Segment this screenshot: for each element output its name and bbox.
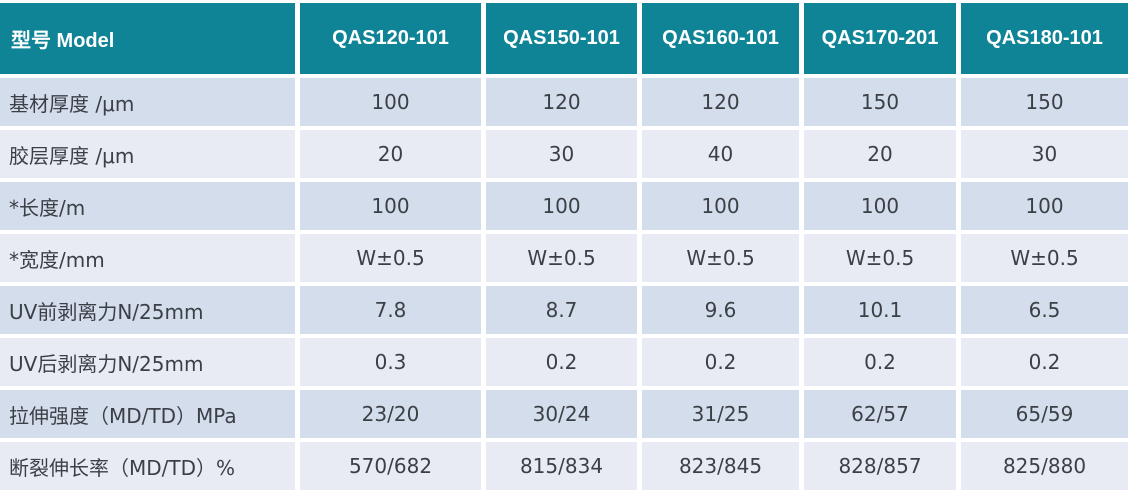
cell-value: 150 [961, 78, 1128, 126]
cell-value: 100 [804, 182, 956, 230]
cell-value: 6.5 [961, 286, 1128, 334]
cell-value: 825/880 [961, 442, 1128, 490]
cell-value: 120 [486, 78, 637, 126]
row-label-elongation-at-break: 断裂伸长率（MD/TD）% [0, 442, 295, 490]
cell-value: 62/57 [804, 390, 956, 438]
cell-value: 20 [804, 130, 956, 178]
cell-value: 9.6 [642, 286, 799, 334]
cell-value: 10.1 [804, 286, 956, 334]
cell-value: W±0.5 [961, 234, 1128, 282]
cell-value: 7.8 [300, 286, 481, 334]
cell-value: 120 [642, 78, 799, 126]
cell-value: 100 [300, 182, 481, 230]
header-col-qas180: QAS180-101 [961, 3, 1128, 74]
cell-value: 570/682 [300, 442, 481, 490]
cell-value: 31/25 [642, 390, 799, 438]
cell-value: 0.2 [804, 338, 956, 386]
row-label-tensile-strength: 拉伸强度（MD/TD）MPa [0, 390, 295, 438]
row-label-length: *长度/m [0, 182, 295, 230]
cell-value: 23/20 [300, 390, 481, 438]
cell-value: 30/24 [486, 390, 637, 438]
cell-value: 0.3 [300, 338, 481, 386]
header-col-qas170: QAS170-201 [804, 3, 956, 74]
row-label-peel-force-before-uv: UV前剥离力N/25mm [0, 286, 295, 334]
cell-value: 815/834 [486, 442, 637, 490]
header-col-qas150: QAS150-101 [486, 3, 637, 74]
cell-value: W±0.5 [642, 234, 799, 282]
cell-value: 0.2 [642, 338, 799, 386]
cell-value: 0.2 [961, 338, 1128, 386]
cell-value: 0.2 [486, 338, 637, 386]
cell-value: 828/857 [804, 442, 956, 490]
row-label-peel-force-after-uv: UV后剥离力N/25mm [0, 338, 295, 386]
header-model-label: 型号 Model [0, 3, 295, 74]
cell-value: 150 [804, 78, 956, 126]
header-col-qas120: QAS120-101 [300, 3, 481, 74]
row-label-adhesive-thickness: 胶层厚度 /μm [0, 130, 295, 178]
row-label-substrate-thickness: 基材厚度 /μm [0, 78, 295, 126]
row-label-width: *宽度/mm [0, 234, 295, 282]
cell-value: W±0.5 [486, 234, 637, 282]
cell-value: 30 [486, 130, 637, 178]
cell-value: W±0.5 [300, 234, 481, 282]
cell-value: 65/59 [961, 390, 1128, 438]
cell-value: 30 [961, 130, 1128, 178]
cell-value: 100 [961, 182, 1128, 230]
cell-value: 823/845 [642, 442, 799, 490]
cell-value: 100 [642, 182, 799, 230]
cell-value: 100 [300, 78, 481, 126]
cell-value: 20 [300, 130, 481, 178]
cell-value: W±0.5 [804, 234, 956, 282]
header-col-qas160: QAS160-101 [642, 3, 799, 74]
cell-value: 40 [642, 130, 799, 178]
cell-value: 100 [486, 182, 637, 230]
cell-value: 8.7 [486, 286, 637, 334]
